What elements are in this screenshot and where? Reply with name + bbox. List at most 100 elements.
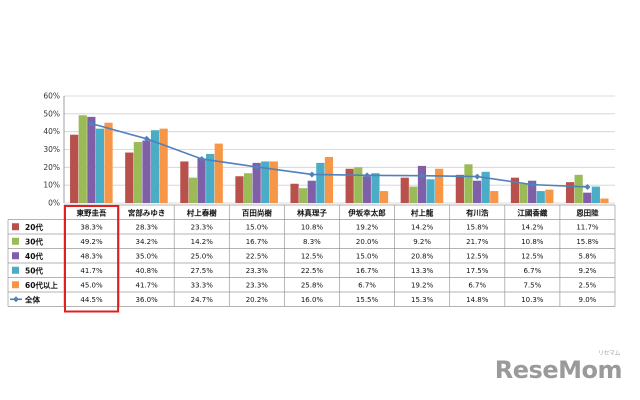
legend-swatch	[12, 281, 19, 289]
highlight-box	[64, 205, 120, 313]
bar	[290, 183, 299, 203]
data-label: 10.3%	[521, 296, 544, 304]
data-label: 25.0%	[191, 252, 214, 260]
data-label: 12.5%	[301, 252, 324, 260]
bar	[536, 191, 545, 203]
bar	[214, 143, 223, 203]
data-label: 6.7%	[358, 281, 376, 289]
category-label: 宮部みゆき	[128, 207, 166, 217]
data-label: 16.0%	[301, 296, 324, 304]
data-label: 15.0%	[356, 252, 379, 260]
data-label: 24.7%	[191, 296, 214, 304]
data-label: 8.3%	[303, 238, 321, 246]
data-label: 22.5%	[301, 267, 324, 275]
data-label: 20.8%	[411, 252, 434, 260]
legend-swatch-marker	[13, 296, 19, 303]
data-label: 15.5%	[356, 296, 379, 304]
data-label: 14.2%	[521, 223, 544, 231]
data-label: 49.2%	[80, 238, 103, 246]
bar	[528, 180, 537, 203]
data-label: 14.2%	[411, 223, 434, 231]
data-label: 10.8%	[301, 223, 324, 231]
category-label: 伊坂幸太郎	[347, 207, 386, 217]
data-label: 15.3%	[411, 296, 434, 304]
bar	[269, 161, 278, 203]
bar	[362, 176, 371, 203]
bar	[565, 182, 575, 203]
data-label: 15.0%	[246, 223, 269, 231]
bar	[324, 156, 334, 203]
category-label: 東野圭吾	[77, 207, 107, 217]
bar	[464, 164, 473, 203]
data-label: 40.8%	[136, 267, 159, 275]
y-tick-label: 10%	[43, 181, 60, 190]
data-label: 16.7%	[246, 238, 269, 246]
line-point	[143, 135, 150, 142]
bar	[519, 183, 528, 203]
data-label: 44.5%	[80, 296, 103, 304]
bar	[235, 176, 244, 203]
bar	[583, 192, 592, 203]
bar	[354, 167, 363, 203]
data-label: 23.3%	[246, 267, 269, 275]
legend-swatch	[12, 266, 19, 274]
data-label: 13.3%	[411, 267, 434, 275]
data-label: 16.7%	[356, 267, 379, 275]
bar	[243, 173, 253, 203]
legend-label: 20代	[25, 222, 43, 232]
bar	[133, 142, 142, 203]
bar	[180, 161, 189, 203]
line-point	[474, 173, 481, 180]
line-point	[364, 172, 371, 179]
category-label: 林真理子	[297, 207, 327, 217]
category-label: 恩田陸	[576, 207, 599, 217]
y-tick-label: 40%	[43, 127, 60, 136]
line-point	[308, 171, 315, 178]
data-label: 10.8%	[521, 238, 544, 246]
line-point	[198, 155, 205, 162]
bar	[400, 177, 409, 203]
y-tick-label: 20%	[43, 163, 60, 172]
data-label: 9.2%	[579, 267, 597, 275]
y-tick-label: 30%	[43, 145, 60, 154]
data-label: 15.8%	[466, 223, 489, 231]
data-label: 20.2%	[246, 296, 269, 304]
data-label: 36.0%	[136, 296, 159, 304]
y-tick-label: 50%	[43, 109, 60, 118]
y-tick-label: 60%	[43, 92, 60, 101]
resemom-watermark: リセマム ReseMom	[494, 350, 623, 384]
data-label: 34.2%	[136, 238, 159, 246]
line-point	[419, 172, 426, 179]
bar	[87, 116, 96, 203]
data-label: 6.7%	[523, 267, 541, 275]
bar	[371, 173, 380, 203]
bar	[188, 177, 198, 203]
bar	[435, 168, 444, 203]
bar	[70, 134, 79, 203]
data-label: 12.5%	[466, 252, 489, 260]
data-label: 9.2%	[413, 238, 431, 246]
y-tick-label: 0%	[48, 199, 60, 208]
legend-label: 30代	[25, 236, 43, 246]
bar	[379, 191, 389, 203]
bar	[545, 189, 554, 203]
series-line	[91, 122, 588, 188]
bar	[417, 165, 427, 203]
line-point	[529, 181, 536, 188]
legend-swatch	[12, 223, 19, 231]
data-label: 25.8%	[301, 281, 324, 289]
data-label: 41.7%	[136, 281, 159, 289]
data-label: 41.7%	[80, 267, 103, 275]
legend-label: 60代以上	[25, 280, 58, 290]
data-label: 27.5%	[191, 267, 214, 275]
data-label: 23.3%	[246, 281, 269, 289]
bar	[409, 186, 418, 203]
data-label: 19.2%	[411, 281, 434, 289]
data-label: 28.3%	[136, 223, 159, 231]
category-label: 村上春樹	[187, 207, 217, 217]
bar	[307, 180, 316, 203]
bar	[316, 162, 325, 203]
line-point	[88, 120, 95, 127]
legend-label: 40代	[25, 251, 43, 261]
